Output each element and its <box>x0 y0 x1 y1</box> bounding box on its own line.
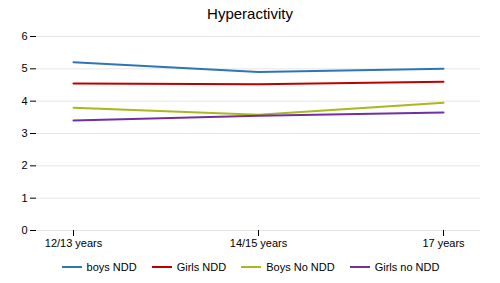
html-text:Girls NDD: Girls NDD <box>176 261 227 273</box>
svg-text:6: 6 <box>21 30 27 42</box>
svg-text:1: 1 <box>21 192 27 204</box>
html-text:Boys No NDD: Boys No NDD <box>266 261 335 273</box>
html-text:Hyperactivity: Hyperactivity <box>207 5 293 22</box>
svg-text:0: 0 <box>21 224 27 236</box>
svg-text:12/13 years: 12/13 years <box>45 237 103 249</box>
svg-text:4: 4 <box>21 95 27 107</box>
svg-text:5: 5 <box>21 62 27 74</box>
svg-text:2: 2 <box>21 159 27 171</box>
html-text:boys NDD: boys NDD <box>86 261 137 273</box>
html-text:Girls no NDD: Girls no NDD <box>374 261 440 273</box>
svg-text:17 years: 17 years <box>422 237 465 249</box>
svg-text:14/15 years: 14/15 years <box>230 237 288 249</box>
svg-text:3: 3 <box>21 127 27 139</box>
